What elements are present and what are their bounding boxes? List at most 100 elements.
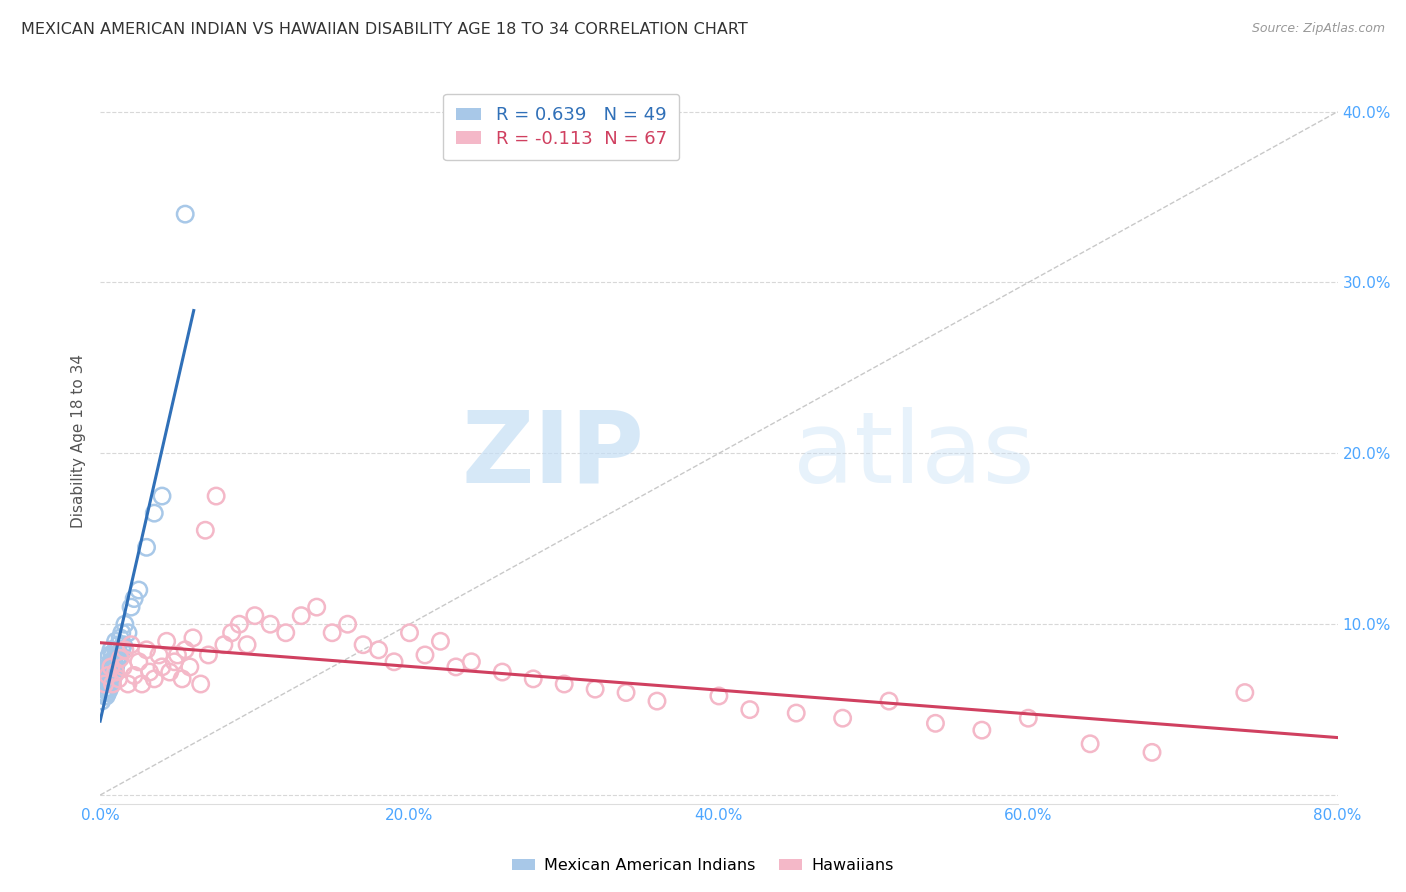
Point <box>97 685 120 699</box>
Point <box>91 685 114 699</box>
Point <box>194 523 217 537</box>
Point <box>924 716 946 731</box>
Point <box>101 672 124 686</box>
Point <box>163 655 186 669</box>
Point <box>143 506 166 520</box>
Point <box>583 682 606 697</box>
Point <box>150 660 173 674</box>
Point <box>156 634 179 648</box>
Point <box>274 625 297 640</box>
Y-axis label: Disability Age 18 to 34: Disability Age 18 to 34 <box>72 353 86 527</box>
Point <box>90 694 112 708</box>
Point <box>174 207 197 221</box>
Point <box>190 677 212 691</box>
Point <box>96 665 118 679</box>
Point <box>98 648 121 662</box>
Point <box>100 643 122 657</box>
Point <box>122 591 145 606</box>
Point <box>120 600 142 615</box>
Point <box>205 489 228 503</box>
Point <box>98 660 121 674</box>
Point <box>103 668 125 682</box>
Point <box>101 648 124 662</box>
Point <box>94 689 117 703</box>
Point <box>444 660 467 674</box>
Point <box>1140 745 1163 759</box>
Point <box>236 638 259 652</box>
Point <box>120 638 142 652</box>
Point <box>100 655 122 669</box>
Point <box>105 643 128 657</box>
Point <box>1233 685 1256 699</box>
Point <box>143 672 166 686</box>
Point <box>96 672 118 686</box>
Point <box>305 600 328 615</box>
Point <box>970 723 993 738</box>
Point <box>94 668 117 682</box>
Point <box>96 682 118 697</box>
Point <box>290 608 312 623</box>
Point <box>831 711 853 725</box>
Point <box>100 660 122 674</box>
Point <box>1078 737 1101 751</box>
Point <box>553 677 575 691</box>
Point <box>174 643 197 657</box>
Point <box>228 617 250 632</box>
Point <box>212 638 235 652</box>
Point <box>135 541 157 555</box>
Point <box>104 648 127 662</box>
Point <box>94 682 117 697</box>
Point <box>138 665 160 679</box>
Point <box>321 625 343 640</box>
Point <box>382 655 405 669</box>
Point <box>107 638 129 652</box>
Point <box>336 617 359 632</box>
Point <box>97 668 120 682</box>
Point <box>112 638 135 652</box>
Point <box>135 643 157 657</box>
Point <box>97 651 120 665</box>
Legend: R = 0.639   N = 49, R = -0.113  N = 67: R = 0.639 N = 49, R = -0.113 N = 67 <box>443 94 679 161</box>
Text: Source: ZipAtlas.com: Source: ZipAtlas.com <box>1251 22 1385 36</box>
Point <box>491 665 513 679</box>
Point <box>104 660 127 674</box>
Point <box>877 694 900 708</box>
Point <box>97 660 120 674</box>
Point <box>97 668 120 682</box>
Point <box>785 706 807 720</box>
Point <box>150 489 173 503</box>
Text: atlas: atlas <box>793 407 1035 504</box>
Point <box>122 668 145 682</box>
Text: MEXICAN AMERICAN INDIAN VS HAWAIIAN DISABILITY AGE 18 TO 34 CORRELATION CHART: MEXICAN AMERICAN INDIAN VS HAWAIIAN DISA… <box>21 22 748 37</box>
Point <box>114 617 136 632</box>
Point <box>181 631 204 645</box>
Point <box>91 677 114 691</box>
Point <box>398 625 420 640</box>
Point <box>114 643 136 657</box>
Point <box>117 625 139 640</box>
Point <box>614 685 637 699</box>
Point <box>104 634 127 648</box>
Point <box>128 582 150 597</box>
Point <box>707 689 730 703</box>
Point <box>221 625 243 640</box>
Point <box>110 631 132 645</box>
Legend: Mexican American Indians, Hawaiians: Mexican American Indians, Hawaiians <box>506 852 900 880</box>
Point <box>148 648 170 662</box>
Point <box>352 638 374 652</box>
Point <box>128 655 150 669</box>
Point <box>179 660 201 674</box>
Point <box>243 608 266 623</box>
Point <box>460 655 482 669</box>
Point <box>101 677 124 691</box>
Point <box>107 672 129 686</box>
Text: ZIP: ZIP <box>461 407 644 504</box>
Point <box>522 672 544 686</box>
Point <box>103 655 125 669</box>
Point <box>112 660 135 674</box>
Point <box>166 648 188 662</box>
Point <box>107 651 129 665</box>
Point <box>259 617 281 632</box>
Point <box>100 665 122 679</box>
Point <box>1017 711 1039 725</box>
